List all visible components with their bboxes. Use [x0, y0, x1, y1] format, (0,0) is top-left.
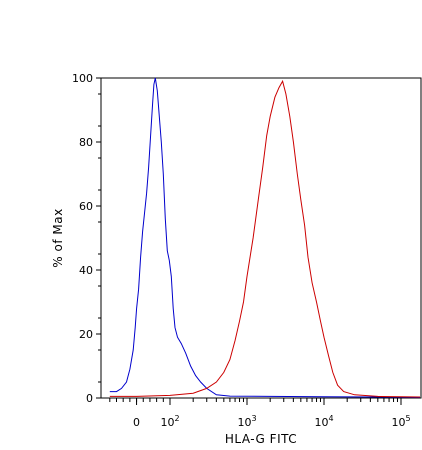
x-tick-label: 103 — [237, 414, 256, 429]
x-axis-title: HLA-G FITC — [225, 432, 297, 446]
plot-frame — [100, 77, 422, 399]
series-line-2 — [109, 79, 421, 398]
y-tick-label: 100 — [72, 72, 93, 85]
x-tick-label: 102 — [160, 414, 179, 429]
x-tick-label: 0 — [133, 416, 140, 429]
series-line-1 — [109, 77, 421, 398]
y-axis: 0 20 40 60 80 100 — [72, 72, 101, 405]
y-tick-label: 20 — [79, 328, 93, 341]
y-tick-label: 40 — [79, 264, 93, 277]
y-tick-label: 80 — [79, 136, 93, 149]
x-axis: 0 102 103 104 105 — [109, 398, 411, 429]
x-tick-label: 105 — [391, 414, 410, 429]
x-tick-label: 104 — [314, 414, 333, 429]
series-layer — [109, 77, 421, 398]
y-tick-label: 0 — [86, 392, 93, 405]
y-axis-title: % of Max — [51, 208, 65, 267]
y-tick-label: 60 — [79, 200, 93, 213]
